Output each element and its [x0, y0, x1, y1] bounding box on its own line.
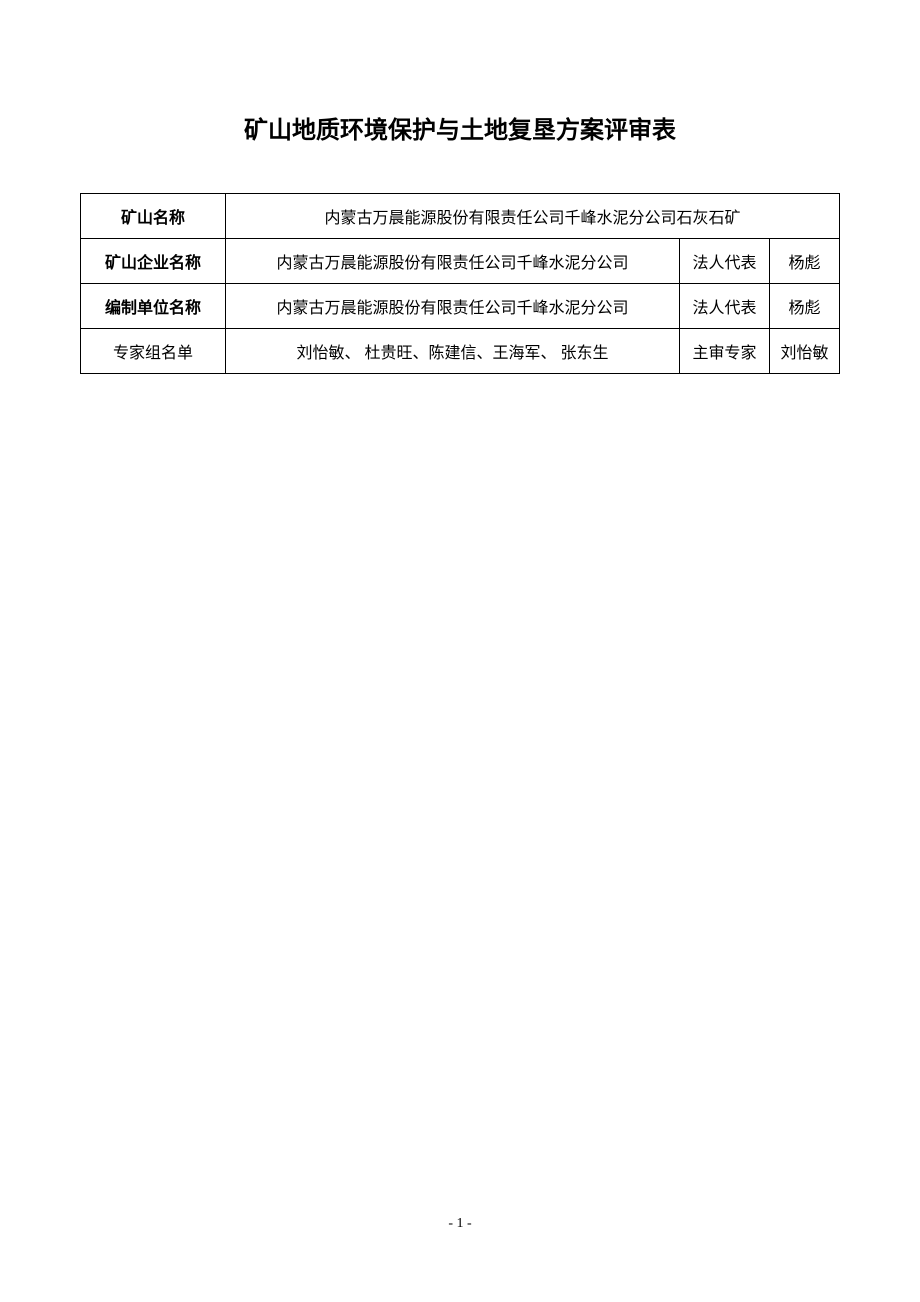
row-value: 内蒙古万晨能源股份有限责任公司千峰水泥分公司石灰石矿 [226, 194, 840, 239]
row-value: 内蒙古万晨能源股份有限责任公司千峰水泥分公司 [226, 284, 680, 329]
row-sub-value: 杨彪 [770, 239, 840, 284]
row-label: 专家组名单 [81, 329, 226, 374]
table-row: 矿山名称内蒙古万晨能源股份有限责任公司千峰水泥分公司石灰石矿 [81, 194, 840, 239]
row-value: 刘怡敏、 杜贵旺、陈建信、王海军、 张东生 [226, 329, 680, 374]
review-table: 矿山名称内蒙古万晨能源股份有限责任公司千峰水泥分公司石灰石矿矿山企业名称内蒙古万… [80, 193, 840, 374]
table-row: 矿山企业名称内蒙古万晨能源股份有限责任公司千峰水泥分公司法人代表杨彪 [81, 239, 840, 284]
table-row: 编制单位名称内蒙古万晨能源股份有限责任公司千峰水泥分公司法人代表杨彪 [81, 284, 840, 329]
row-value: 内蒙古万晨能源股份有限责任公司千峰水泥分公司 [226, 239, 680, 284]
row-sub-value: 刘怡敏 [770, 329, 840, 374]
page-number: - 1 - [0, 1216, 920, 1232]
row-sub-label: 法人代表 [680, 239, 770, 284]
row-sub-value: 杨彪 [770, 284, 840, 329]
document-page: 矿山地质环境保护与土地复垦方案评审表 矿山名称内蒙古万晨能源股份有限责任公司千峰… [0, 0, 920, 374]
table-row: 专家组名单刘怡敏、 杜贵旺、陈建信、王海军、 张东生主审专家刘怡敏 [81, 329, 840, 374]
document-title: 矿山地质环境保护与土地复垦方案评审表 [80, 110, 840, 145]
row-label: 编制单位名称 [81, 284, 226, 329]
row-label: 矿山名称 [81, 194, 226, 239]
row-label: 矿山企业名称 [81, 239, 226, 284]
row-sub-label: 主审专家 [680, 329, 770, 374]
row-sub-label: 法人代表 [680, 284, 770, 329]
